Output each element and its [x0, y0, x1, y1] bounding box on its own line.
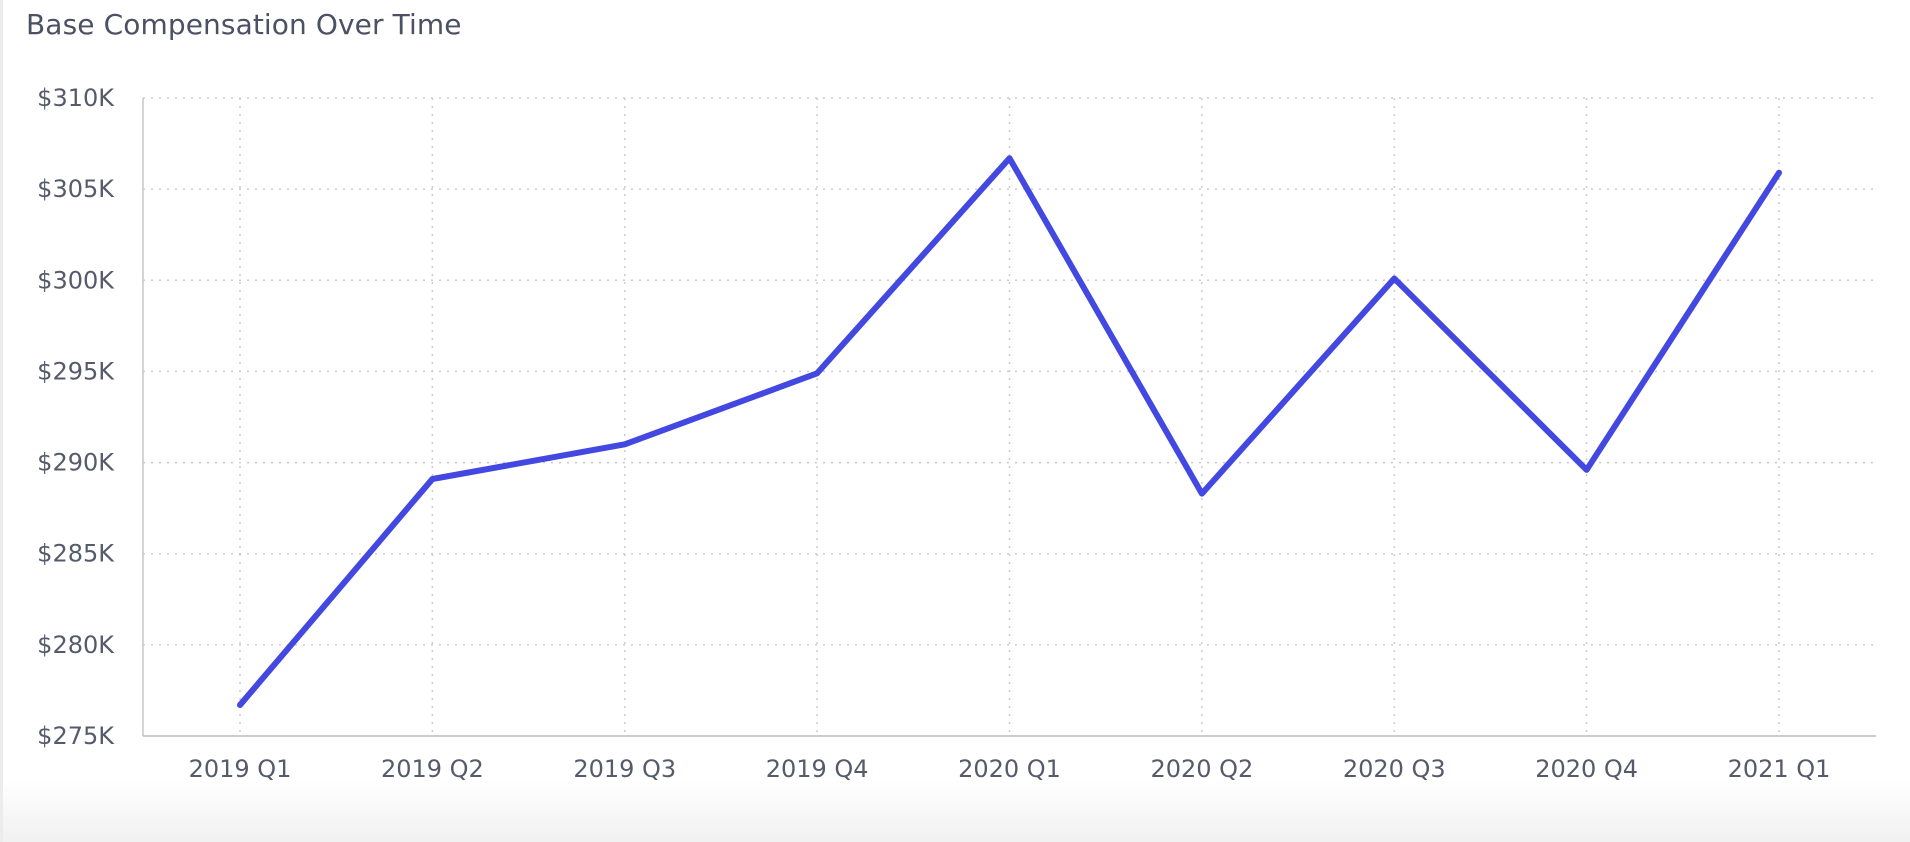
x-tick-label: 2019 Q3	[573, 755, 676, 783]
series-lines	[237, 155, 1782, 708]
y-tick-label: $310K	[37, 84, 115, 112]
grid-lines	[143, 97, 1876, 736]
chart-title: Base Compensation Over Time	[26, 8, 462, 41]
card-edge	[0, 0, 3, 842]
y-tick-labels: $275K $280K $285K $290K $295K $300K $305K $310K	[37, 84, 115, 750]
x-tick-label: 2020 Q1	[958, 755, 1061, 783]
x-tick-label: 2020 Q3	[1343, 755, 1446, 783]
x-tick-label: 2019 Q4	[766, 755, 869, 783]
y-tick-label: $290K	[37, 449, 115, 477]
y-tick-label: $295K	[37, 357, 115, 385]
x-tick-label: 2020 Q4	[1535, 755, 1638, 783]
y-tick-label: $280K	[37, 631, 115, 659]
x-tick-label: 2020 Q2	[1150, 755, 1253, 783]
y-tick-label: $305K	[37, 175, 115, 203]
x-tick-labels: 2019 Q1 2019 Q2 2019 Q3 2019 Q4 2020 Q1 2020 …	[189, 755, 1831, 783]
x-tick-label: 2019 Q1	[189, 755, 292, 783]
x-tick-label: 2021 Q1	[1728, 755, 1831, 783]
x-tick-label: 2019 Q2	[381, 755, 484, 783]
y-tick-label: $300K	[37, 266, 115, 294]
series-line	[237, 155, 1782, 708]
y-tick-label: $275K	[37, 722, 115, 750]
axes	[142, 98, 1876, 737]
y-tick-label: $285K	[37, 540, 115, 568]
